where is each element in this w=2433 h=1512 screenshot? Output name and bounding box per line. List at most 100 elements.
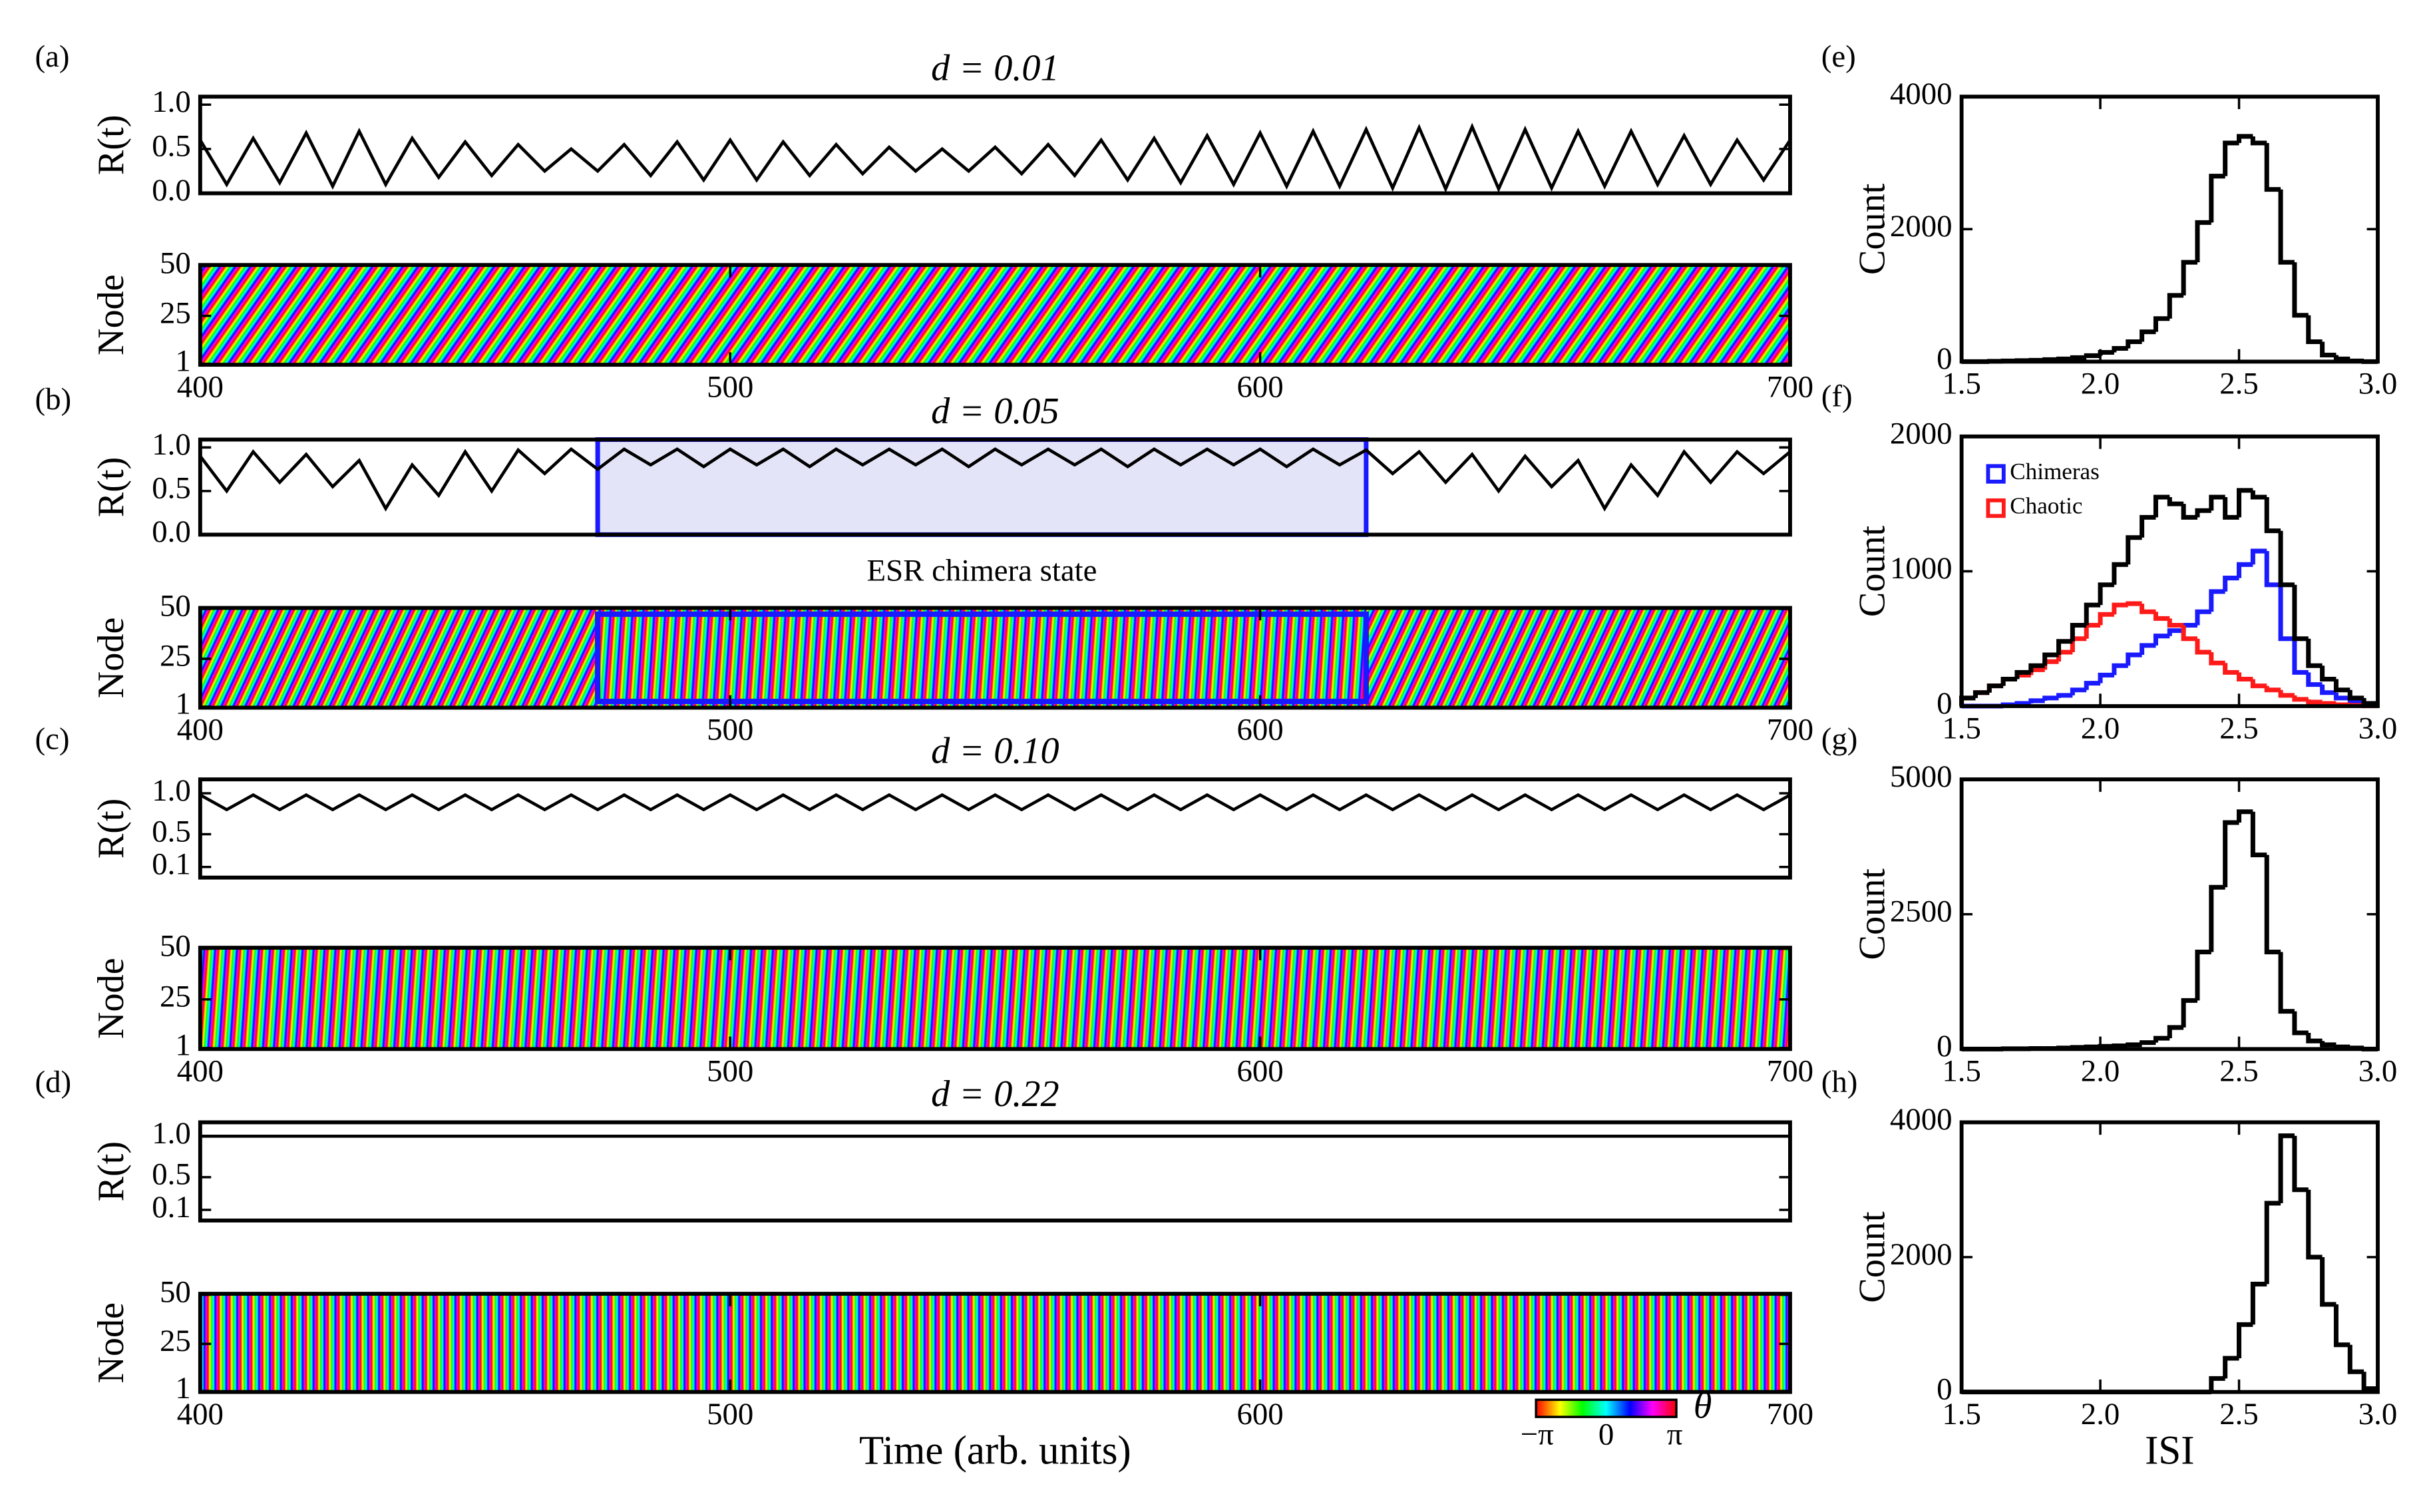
panel-title: d = 0.22 — [931, 1073, 1059, 1115]
histogram-bin — [2320, 341, 2337, 357]
y-tick-label: 25 — [160, 1324, 191, 1358]
colorbar-tick: −π — [1521, 1417, 1554, 1451]
histogram-bin — [2195, 609, 2211, 626]
y-tick-label: 1 — [175, 1371, 190, 1406]
histogram-bin — [2112, 602, 2128, 615]
x-tick-label: 700 — [1767, 369, 1813, 404]
histogram-bin — [2098, 672, 2114, 683]
highlight-region — [595, 437, 1369, 537]
y-tick-label: 0.5 — [152, 471, 191, 506]
y-axis-label: Node — [91, 1302, 132, 1384]
panel-label: (a) — [35, 39, 70, 74]
histogram-bin — [2250, 136, 2267, 146]
histogram-bin — [2181, 998, 2197, 1028]
y-axis-label: Count — [1852, 525, 1893, 617]
legend-label: Chimeras — [2010, 459, 2100, 484]
histogram-bin — [2292, 1135, 2309, 1193]
x-tick-label: 3.0 — [2358, 711, 2398, 745]
histogram-bin — [2153, 1036, 2170, 1043]
histogram-bin — [2320, 665, 2337, 682]
histogram-bin — [2112, 562, 2128, 585]
histogram-bin — [2250, 1282, 2267, 1325]
x-tick-label: 600 — [1236, 369, 1283, 404]
x-tick-label: 1.5 — [1942, 711, 1981, 745]
histogram-bin — [2320, 1257, 2337, 1307]
histogram-bin — [2126, 535, 2142, 565]
histogram-bin — [2264, 142, 2281, 192]
histogram-bin — [2278, 189, 2295, 265]
histogram-bin — [2209, 494, 2225, 511]
histogram-bin — [2098, 1043, 2114, 1049]
histogram-bin — [2347, 1344, 2364, 1374]
histogram-bin — [2320, 684, 2337, 695]
histogram-bin — [2237, 672, 2253, 682]
histogram-bin — [2195, 949, 2211, 1001]
y-axis-label: Count — [1852, 868, 1893, 960]
y-tick-label: 1.0 — [152, 427, 191, 462]
histogram-bin — [2181, 504, 2197, 520]
histogram-bin — [2126, 1042, 2142, 1047]
y-tick-label: 1.0 — [152, 1116, 191, 1151]
histogram-bin — [2223, 1356, 2239, 1379]
y-tick-label: 25 — [160, 639, 191, 673]
histogram-bin — [2306, 1033, 2323, 1043]
histogram-bin — [2250, 548, 2267, 565]
histogram-bin — [2153, 316, 2170, 332]
histogram-bin — [2237, 562, 2253, 578]
y-tick-label: 50 — [160, 246, 191, 280]
histogram-bin — [2084, 353, 2101, 358]
histogram-bin — [2292, 638, 2309, 675]
histogram-bin — [2112, 345, 2128, 353]
legend-swatch — [1986, 498, 2006, 518]
histogram-bin — [1972, 690, 1990, 698]
phase-raster — [200, 948, 1790, 1049]
y-tick-label: 2000 — [1890, 209, 1953, 244]
x-tick-label: 3.0 — [2358, 1397, 2398, 1431]
histogram-bin — [2223, 576, 2239, 592]
histogram-bin — [2028, 663, 2045, 673]
x-tick-label: 500 — [707, 713, 753, 747]
y-tick-label: 25 — [160, 979, 191, 1014]
x-tick-label: 1.5 — [1942, 1054, 1981, 1089]
histogram-bin — [2292, 262, 2309, 318]
plot-frame — [198, 777, 1792, 880]
histogram-bin — [2140, 1040, 2156, 1045]
r-line — [198, 122, 1791, 193]
r-line — [198, 447, 1791, 512]
y-axis-label: Node — [91, 274, 132, 355]
histogram-bin — [2292, 695, 2309, 702]
highlight-label: ESR chimera state — [867, 554, 1097, 588]
x-tick-label: 700 — [1767, 713, 1813, 747]
y-tick-label: 50 — [160, 1274, 191, 1309]
histogram-bin — [2209, 652, 2225, 665]
histogram-bin — [2167, 618, 2184, 628]
histogram-bin — [2209, 174, 2225, 223]
histogram-bin — [2112, 663, 2128, 675]
histogram-bin — [2042, 652, 2059, 666]
histogram-bin — [2028, 698, 2045, 703]
histogram-bin — [2140, 643, 2156, 656]
panel-label: (h) — [1821, 1065, 1858, 1099]
colorbar — [1535, 1398, 1678, 1418]
panel-label: (g) — [1821, 722, 1858, 757]
histogram-bin — [2333, 1044, 2350, 1049]
panel-label: (c) — [35, 722, 70, 757]
phase-raster — [200, 265, 1790, 365]
y-axis-label: Count — [1852, 1211, 1893, 1303]
x-tick-label: 1.5 — [1942, 367, 1981, 401]
plot-frame — [1959, 94, 2380, 364]
phase-raster — [200, 1294, 1790, 1392]
histogram-bin — [2042, 695, 2059, 701]
y-tick-label: 5000 — [1890, 759, 1953, 794]
histogram-bin — [2056, 639, 2073, 656]
y-axis-label: R(t) — [91, 457, 132, 518]
histogram-bin — [2306, 638, 2323, 668]
x-tick-label: 700 — [1767, 1054, 1813, 1089]
histogram-bin — [2153, 634, 2170, 646]
histogram-bin — [2347, 689, 2364, 701]
y-tick-label: 0.0 — [152, 173, 191, 208]
histogram-bin — [2278, 1133, 2295, 1203]
histogram-bin — [2278, 530, 2295, 588]
